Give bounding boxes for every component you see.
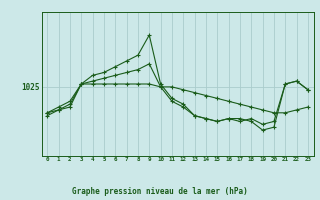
Text: Graphe pression niveau de la mer (hPa): Graphe pression niveau de la mer (hPa) <box>72 187 248 196</box>
